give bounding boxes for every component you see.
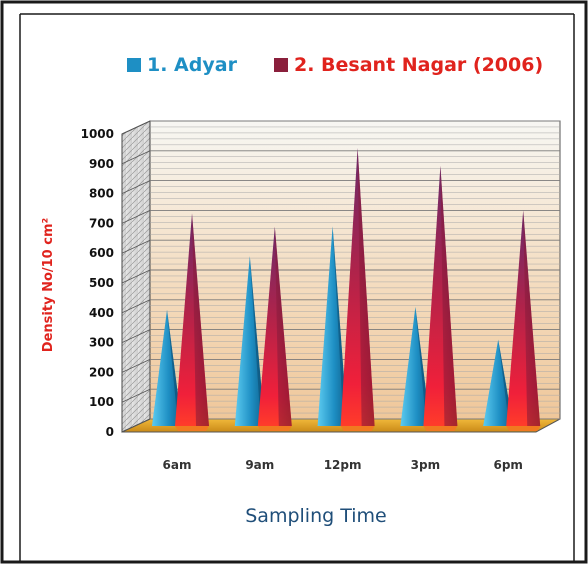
gridline-side — [121, 150, 151, 165]
x-tick-label: 6pm — [493, 458, 522, 472]
y-tick-label: 100 — [89, 395, 114, 409]
gridline-side — [121, 210, 151, 224]
gridline-side — [121, 180, 151, 194]
y-tick-label: 800 — [89, 187, 114, 201]
bar-base — [257, 426, 292, 431]
y-tick-label: 500 — [89, 276, 114, 290]
legend-label-series-2: 2. Besant Nagar (2006) — [294, 54, 543, 76]
bars — [152, 147, 541, 431]
y-tick-label: 900 — [89, 157, 114, 171]
bar-series-2-shade — [440, 165, 458, 426]
x-axis-categories: 6am 9am 12pm 3pm 6pm — [163, 458, 523, 472]
bar-series-1 — [234, 256, 265, 426]
x-tick-label: 12pm — [324, 458, 362, 472]
legend-swatch-series-1 — [127, 58, 141, 72]
legend-label-series-1: 1. Adyar — [147, 54, 238, 76]
y-tick-label: 300 — [89, 336, 114, 350]
y-tick-label: 600 — [89, 246, 114, 260]
legend: 1. Adyar 2. Besant Nagar (2006) — [127, 54, 543, 76]
y-axis-ticks: 0 100 200 300 400 500 600 700 800 900 1000 — [81, 127, 114, 439]
bar-base — [175, 426, 209, 431]
y-tick-label: 200 — [89, 365, 114, 379]
y-axis-title: Density No/10 cm² — [41, 218, 56, 352]
y-tick-label: 1000 — [81, 127, 114, 141]
bar-series-2-shade — [357, 147, 375, 426]
bar-series-2-shade — [523, 210, 541, 426]
x-axis-title: Sampling Time — [245, 505, 386, 527]
bar-series-1 — [483, 339, 514, 426]
bar-base — [423, 426, 458, 431]
gridline-side — [121, 269, 151, 284]
gridline-side — [121, 120, 151, 135]
bar-series-1-shade — [249, 256, 265, 426]
gridline-side — [121, 359, 151, 373]
bar-series-2-shade — [274, 226, 292, 426]
y-tick-label: 0 — [106, 425, 114, 439]
bar-series-2-shade — [192, 213, 209, 426]
bar-base — [506, 426, 541, 431]
x-tick-label: 3pm — [411, 458, 440, 472]
bar-series-1 — [152, 309, 182, 426]
bar-series-1 — [317, 226, 348, 426]
gridline-side — [121, 299, 151, 314]
bar-base — [340, 426, 375, 431]
bar-series-1 — [400, 306, 431, 426]
x-tick-label: 9am — [245, 458, 274, 472]
y-tick-label: 700 — [89, 216, 114, 230]
gridline-side — [121, 239, 151, 254]
bar-series-1-shade — [415, 306, 431, 426]
gridline-side — [121, 388, 151, 403]
gridline-side — [121, 329, 151, 343]
legend-swatch-series-2 — [274, 58, 288, 72]
gridline-side — [121, 418, 151, 433]
x-tick-label: 6am — [163, 458, 192, 472]
y-tick-label: 400 — [89, 306, 114, 320]
